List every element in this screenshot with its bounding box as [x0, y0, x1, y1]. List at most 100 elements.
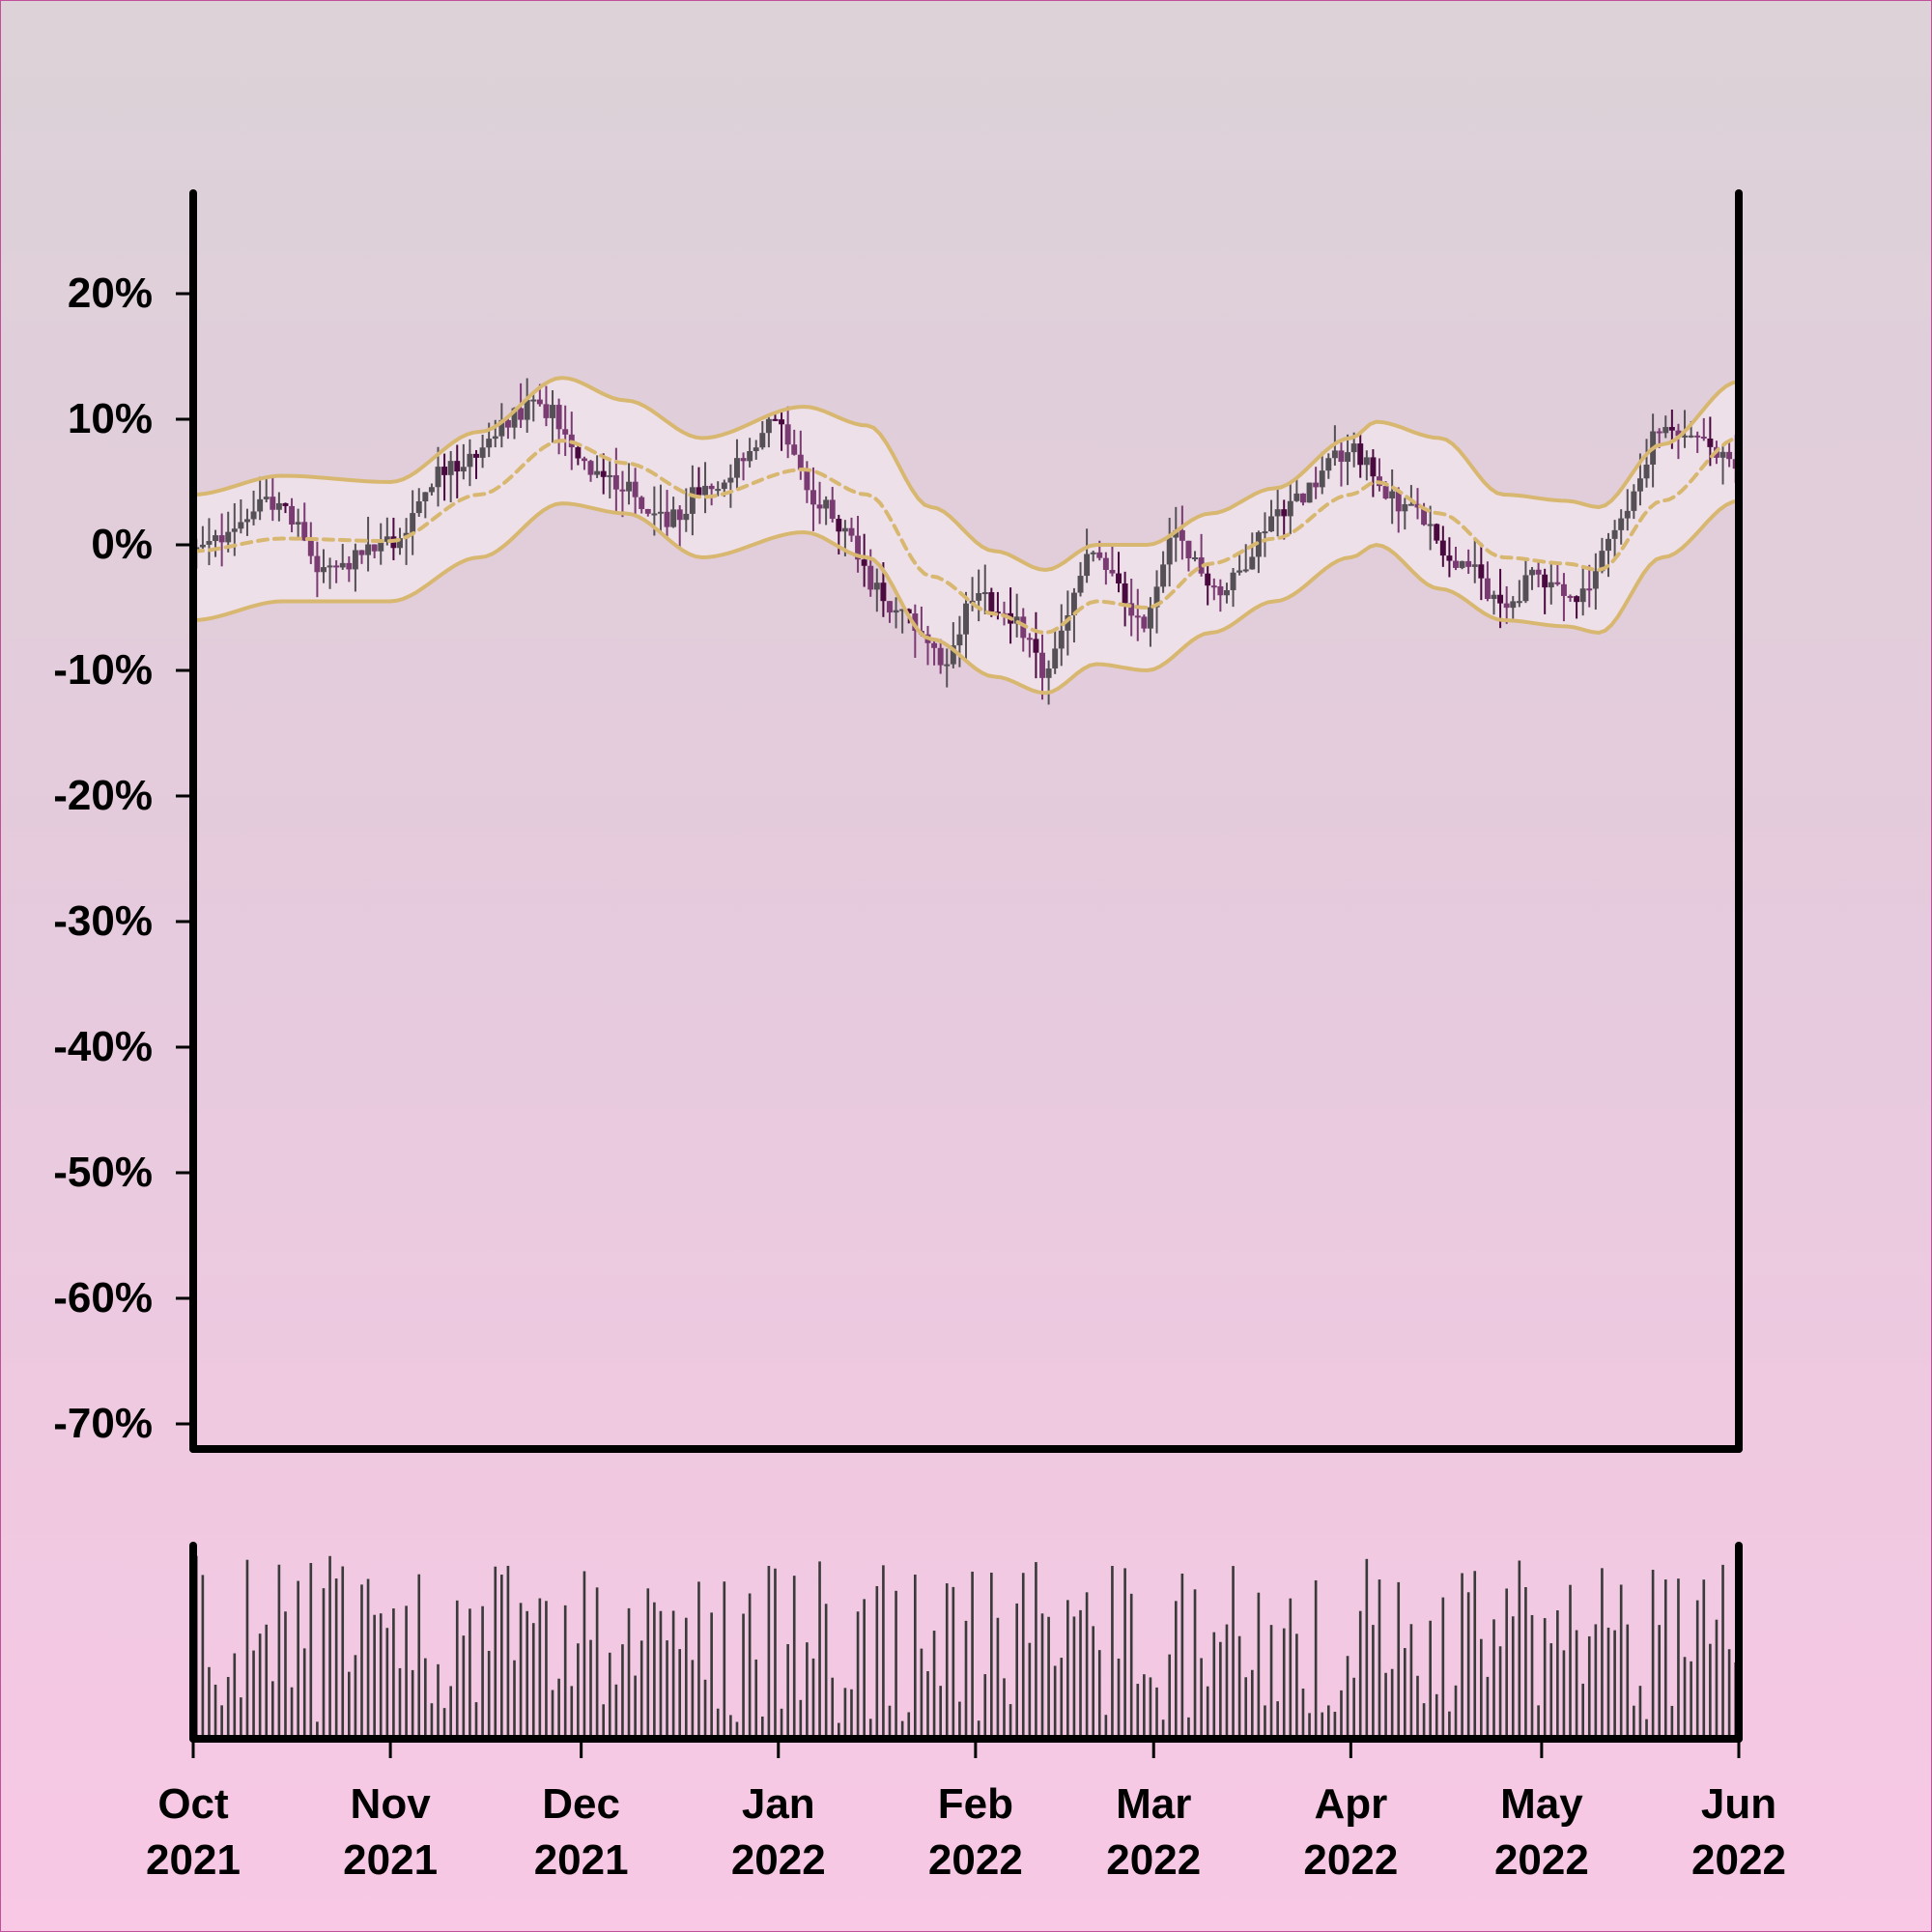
volume-bar [1721, 1564, 1724, 1739]
candle-body [651, 513, 658, 516]
volume-bar [646, 1588, 650, 1739]
candle-body [263, 497, 270, 499]
candle-body [1389, 491, 1396, 499]
price-panel: 20% 10% 0% -10% -20% -30% -40% -50% -60% -70% [53, 189, 1743, 1453]
volume-bar [621, 1644, 624, 1739]
candle-body [218, 535, 225, 543]
candle-body [1205, 573, 1211, 586]
candle-body [734, 458, 740, 478]
volume-bar [1454, 1685, 1458, 1739]
volume-bar [754, 1659, 758, 1739]
candle-body [1535, 569, 1542, 575]
candle-body [950, 645, 956, 665]
volume-bar [780, 1708, 783, 1739]
candle-body [1306, 482, 1313, 503]
volume-bar [1136, 1684, 1140, 1739]
candle-body [855, 535, 862, 560]
candle-body [893, 610, 899, 613]
volume-bar [1587, 1635, 1591, 1739]
volume-bar [1677, 1578, 1680, 1739]
candle-body [994, 611, 1001, 614]
y-tick-label: 10% [68, 395, 153, 442]
volume-bar [1549, 1643, 1553, 1739]
volume-bar [678, 1649, 682, 1739]
candle-body [715, 489, 722, 492]
volume-bar [856, 1611, 860, 1739]
volume-bar [392, 1608, 395, 1739]
candle-body [1631, 491, 1637, 511]
y-tick-label: -70% [53, 1400, 153, 1447]
candle-body [1331, 450, 1338, 459]
candle-body [981, 592, 988, 595]
candle-body [791, 444, 798, 455]
volume-bar [1111, 1566, 1114, 1739]
candle-body [530, 399, 537, 402]
volume-bar [1053, 1665, 1057, 1739]
candle-body [1682, 435, 1688, 438]
candle-body [1427, 524, 1434, 526]
candle-body [772, 418, 779, 421]
volume-bar [1035, 1562, 1037, 1739]
candle-body [1313, 482, 1320, 488]
volume-bar [868, 1719, 872, 1739]
volume-bar [653, 1602, 656, 1739]
candle-body [486, 439, 493, 448]
candle-body [231, 528, 238, 532]
volume-bar [703, 1679, 707, 1739]
volume-bar [437, 1663, 440, 1739]
volume-bar [1645, 1719, 1648, 1739]
candle-body [644, 508, 651, 514]
y-tick-label: 20% [68, 270, 153, 317]
volume-bar [1225, 1624, 1229, 1739]
volume-bar [1352, 1677, 1355, 1739]
candle-body [410, 513, 416, 533]
candle-body [753, 447, 759, 451]
candle-body [836, 519, 842, 532]
volume-bar [1594, 1624, 1598, 1739]
candle-body [823, 499, 830, 509]
volume-bar [1638, 1686, 1642, 1739]
candle-body [861, 559, 867, 566]
volume-bar [1333, 1712, 1337, 1739]
candle-body [1173, 529, 1179, 538]
volume-bar [958, 1701, 961, 1739]
volume-bar [1378, 1579, 1381, 1739]
x-tick-year: 2022 [1303, 1836, 1398, 1884]
volume-bar [1066, 1600, 1069, 1739]
volume-bar [1543, 1618, 1547, 1739]
volume-bar [1569, 1584, 1572, 1739]
x-tick-year: 2021 [343, 1836, 438, 1884]
volume-bar [379, 1613, 383, 1739]
candle-body [321, 567, 327, 573]
candle-body [1700, 437, 1707, 440]
candle-body [397, 538, 403, 549]
volume-bar [1295, 1634, 1298, 1739]
volume-bar [926, 1671, 929, 1739]
volume-bar [582, 1571, 586, 1739]
volume-bar [577, 1643, 580, 1739]
volume-bar [1232, 1566, 1235, 1739]
volume-bar [1448, 1711, 1451, 1739]
candle-body [1548, 582, 1554, 588]
volume-bar [716, 1708, 720, 1739]
volume-bars [194, 1555, 1738, 1739]
candle-body [1109, 569, 1116, 574]
volume-bar [265, 1624, 269, 1739]
x-tick-year: 2022 [1494, 1836, 1589, 1884]
candle-body [1236, 570, 1243, 573]
volume-bar [500, 1575, 503, 1739]
candle-body [1574, 596, 1580, 603]
x-ticks: Oct 2021 Nov 2021 Dec 2021 Jan 2022 Feb 2022 Mar 20… [146, 1739, 1786, 1884]
candle-body [1357, 443, 1364, 466]
candle-body [1611, 529, 1618, 539]
volume-bar [1085, 1592, 1089, 1739]
volume-bar [1505, 1588, 1508, 1739]
candle-body [1522, 575, 1529, 602]
volume-bar [945, 1583, 949, 1739]
volume-bar [1709, 1643, 1712, 1739]
y-tick-label: 0% [91, 521, 153, 568]
volume-bar [1326, 1705, 1330, 1739]
candle-body [562, 429, 569, 435]
candle-body [1542, 574, 1548, 588]
